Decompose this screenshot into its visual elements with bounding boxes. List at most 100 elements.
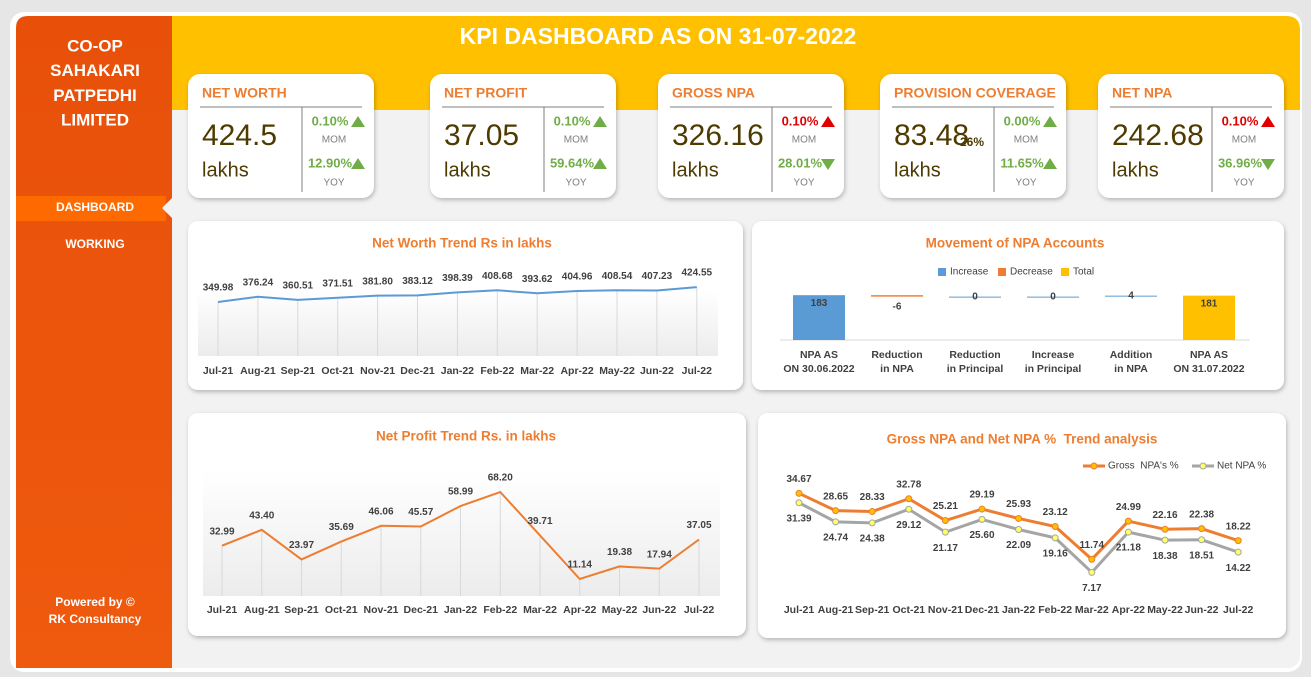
x-tick-label: NPA AS: [800, 349, 838, 361]
x-tick-label: Mar-22: [520, 365, 554, 377]
trend-arrow: [351, 116, 365, 127]
series-marker: [795, 499, 803, 507]
data-label: 19.38: [607, 547, 632, 558]
nav-item[interactable]: DASHBOARD: [56, 200, 134, 214]
chart-title: Movement of NPA Accounts: [926, 236, 1105, 251]
kpi-unit: lakhs: [1112, 159, 1159, 181]
x-tick-label: Dec-21: [400, 365, 435, 377]
x-tick-label: Jan-22: [441, 365, 474, 377]
x-tick-label: Nov-21: [363, 604, 398, 616]
x-tick-label: Aug-21: [240, 365, 276, 377]
data-label: 21.17: [933, 543, 958, 554]
x-tick-label: Reduction: [871, 349, 922, 361]
chart-title: Net Worth Trend Rs in lakhs: [372, 236, 552, 251]
waterfall-bar: [1183, 295, 1235, 340]
series-marker: [1234, 548, 1242, 556]
data-label: 23.97: [289, 540, 314, 551]
data-label: 0: [1050, 291, 1056, 302]
data-label: 28.65: [823, 491, 848, 502]
data-label: 404.96: [562, 272, 593, 283]
trend-arrow: [1261, 159, 1275, 170]
data-label: 37.05: [686, 520, 711, 531]
data-label: 34.67: [786, 474, 811, 485]
nav-active: [16, 196, 166, 221]
x-tick-label: Sep-21: [284, 604, 319, 616]
kpi-yoy-value: 36.96%: [1218, 155, 1263, 170]
data-label: 29.19: [969, 490, 994, 501]
series-marker: [1051, 534, 1059, 542]
x-tick-label: Jan-22: [1002, 604, 1035, 616]
x-tick-label: Apr-22: [560, 365, 593, 377]
legend-swatch: [998, 268, 1006, 276]
trend-arrow: [593, 116, 607, 127]
x-tick-label: Dec-21: [965, 604, 1000, 616]
series-marker: [1088, 555, 1096, 563]
data-label: 25.60: [969, 530, 994, 541]
data-label: 43.40: [249, 510, 274, 521]
data-label: 31.39: [786, 513, 811, 524]
x-tick-label: Reduction: [949, 349, 1000, 361]
kpi-mom-value: 0.00%: [1004, 113, 1041, 128]
x-tick-label: Jul-22: [1223, 604, 1254, 616]
data-label: 408.54: [602, 271, 633, 282]
x-tick-label: Nov-21: [360, 365, 395, 377]
series-line: [221, 490, 700, 581]
kpi-card: [188, 74, 374, 198]
x-tick-label: Jul-22: [684, 604, 715, 616]
footer-text: RK Consultancy: [49, 612, 142, 626]
series-marker: [832, 507, 840, 515]
series-marker: [1088, 568, 1096, 576]
legend-label: Increase: [950, 267, 989, 278]
data-label: 4: [1128, 290, 1134, 301]
trend-arrow: [821, 159, 835, 170]
data-label: 360.51: [283, 281, 314, 292]
series-marker: [941, 528, 949, 536]
data-label: 7.17: [1082, 583, 1102, 594]
x-tick-label: Sep-21: [281, 365, 316, 377]
data-label: 183: [811, 298, 828, 309]
data-label: 46.06: [368, 506, 393, 517]
nav-item[interactable]: WORKING: [65, 237, 124, 251]
data-label: 45.57: [408, 507, 433, 518]
data-label: 24.99: [1116, 502, 1141, 513]
nav-pointer: [162, 198, 172, 218]
kpi-mom-label: MOM: [564, 135, 588, 146]
data-label: 29.12: [896, 520, 921, 531]
x-tick-label: Jun-22: [1185, 604, 1219, 616]
x-tick-label: Jul-21: [784, 604, 815, 616]
x-tick-label: Feb-22: [480, 365, 514, 377]
x-tick-label: Sep-21: [855, 604, 890, 616]
data-label: 24.38: [860, 534, 885, 545]
kpi-title: PROVISION COVERAGE: [894, 85, 1056, 101]
kpi-mom-value: 0.10%: [554, 113, 591, 128]
chart-title: Gross NPA and Net NPA % Trend analysis: [887, 432, 1158, 447]
kpi-value: 37.05: [444, 119, 519, 152]
series-marker: [1051, 523, 1059, 531]
trend-arrow: [593, 158, 607, 169]
data-label: 407.23: [642, 271, 673, 282]
kpi-yoy-label: YOY: [1015, 178, 1036, 189]
dashboard-title: KPI DASHBOARD AS ON 31-07-2022: [460, 23, 857, 49]
x-tick-label: Apr-22: [1112, 604, 1145, 616]
waterfall-bar: [1105, 295, 1157, 297]
waterfall-bar: [1027, 296, 1079, 298]
data-label: 408.68: [482, 271, 513, 282]
data-label: 32.99: [209, 526, 234, 537]
x-tick-label: Aug-21: [244, 604, 280, 616]
data-label: 371.51: [322, 278, 353, 289]
kpi-value: 424.5: [202, 119, 277, 152]
series-marker: [1124, 528, 1132, 536]
data-label: 68.20: [488, 473, 513, 484]
x-tick-label: Jul-21: [203, 365, 234, 377]
x-tick-label: Jul-21: [207, 604, 238, 616]
legend-marker: [1090, 462, 1098, 470]
x-tick-label: Feb-22: [1038, 604, 1072, 616]
series-marker: [832, 518, 840, 526]
kpi-unit: lakhs: [202, 159, 249, 181]
waterfall-bar: [793, 295, 845, 340]
x-tick-label: Oct-21: [321, 365, 354, 377]
data-label: 24.74: [823, 533, 848, 544]
data-label: 0: [972, 291, 978, 302]
kpi-yoy-label: YOY: [1233, 178, 1254, 189]
